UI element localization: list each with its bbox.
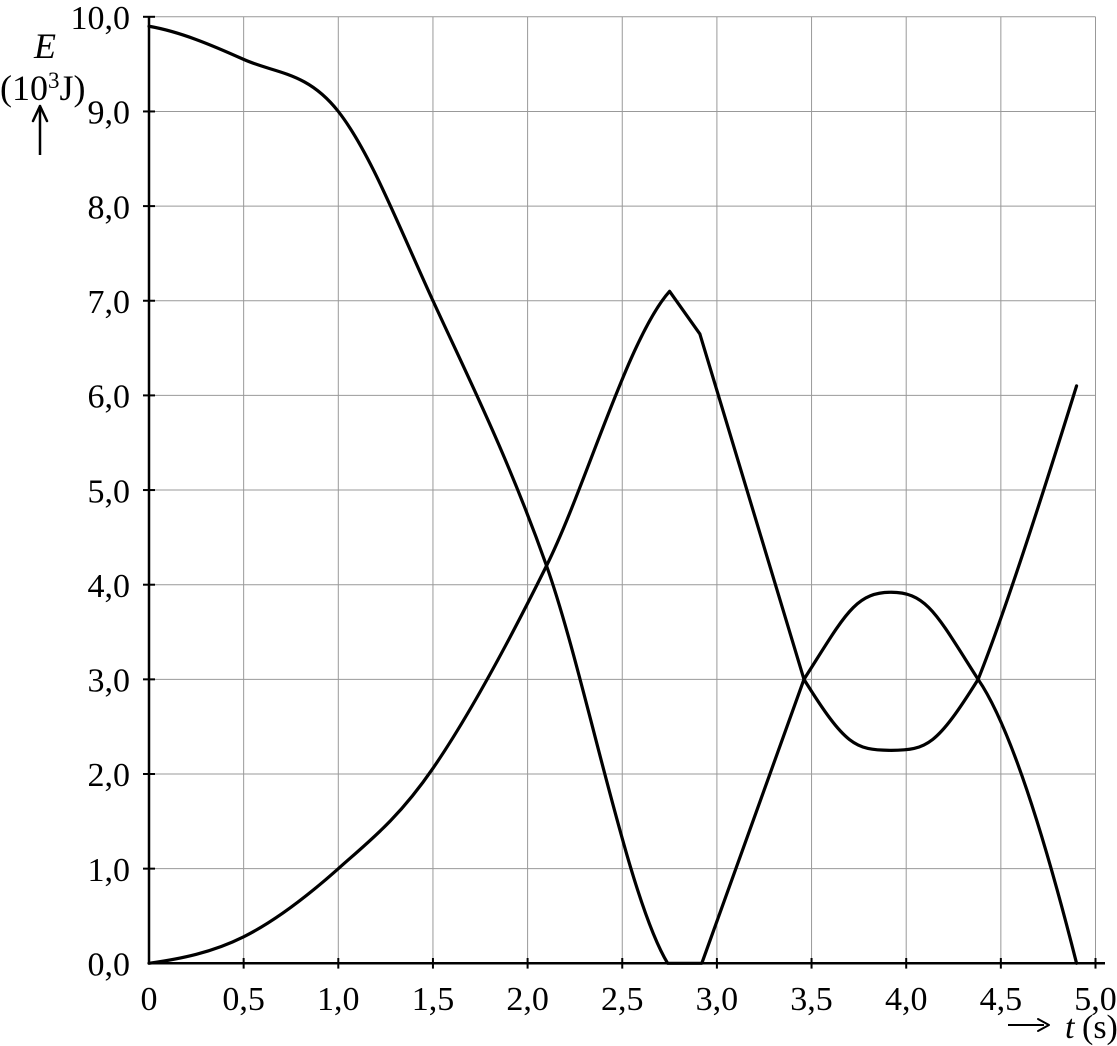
svg-text:8,0: 8,0 [88,189,131,226]
svg-text:4,0: 4,0 [88,568,131,605]
svg-text:0,0: 0,0 [88,947,131,984]
svg-text:9,0: 9,0 [88,95,131,132]
svg-text:1,5: 1,5 [412,981,455,1018]
svg-text:1,0: 1,0 [88,852,131,889]
svg-text:2,5: 2,5 [601,981,644,1018]
svg-text:3,0: 3,0 [696,981,739,1018]
svg-text:4,5: 4,5 [980,981,1023,1018]
svg-text:4,0: 4,0 [885,981,928,1018]
svg-text:6,0: 6,0 [88,379,131,416]
svg-text:5,0: 5,0 [88,473,131,510]
svg-text:t: t [1065,1009,1076,1046]
svg-text:E: E [33,26,56,66]
svg-text:1,0: 1,0 [317,981,360,1018]
svg-text:2,0: 2,0 [88,757,131,794]
svg-text:0: 0 [141,981,158,1018]
svg-text:3,5: 3,5 [790,981,833,1018]
svg-text:3,0: 3,0 [88,663,131,700]
svg-text:10,0: 10,0 [71,0,131,37]
svg-text:7,0: 7,0 [88,284,131,321]
svg-text:0,5: 0,5 [222,981,265,1018]
svg-text:(s): (s) [1082,1009,1117,1046]
svg-text:2,0: 2,0 [506,981,549,1018]
svg-text:(103J): (103J) [0,68,86,108]
